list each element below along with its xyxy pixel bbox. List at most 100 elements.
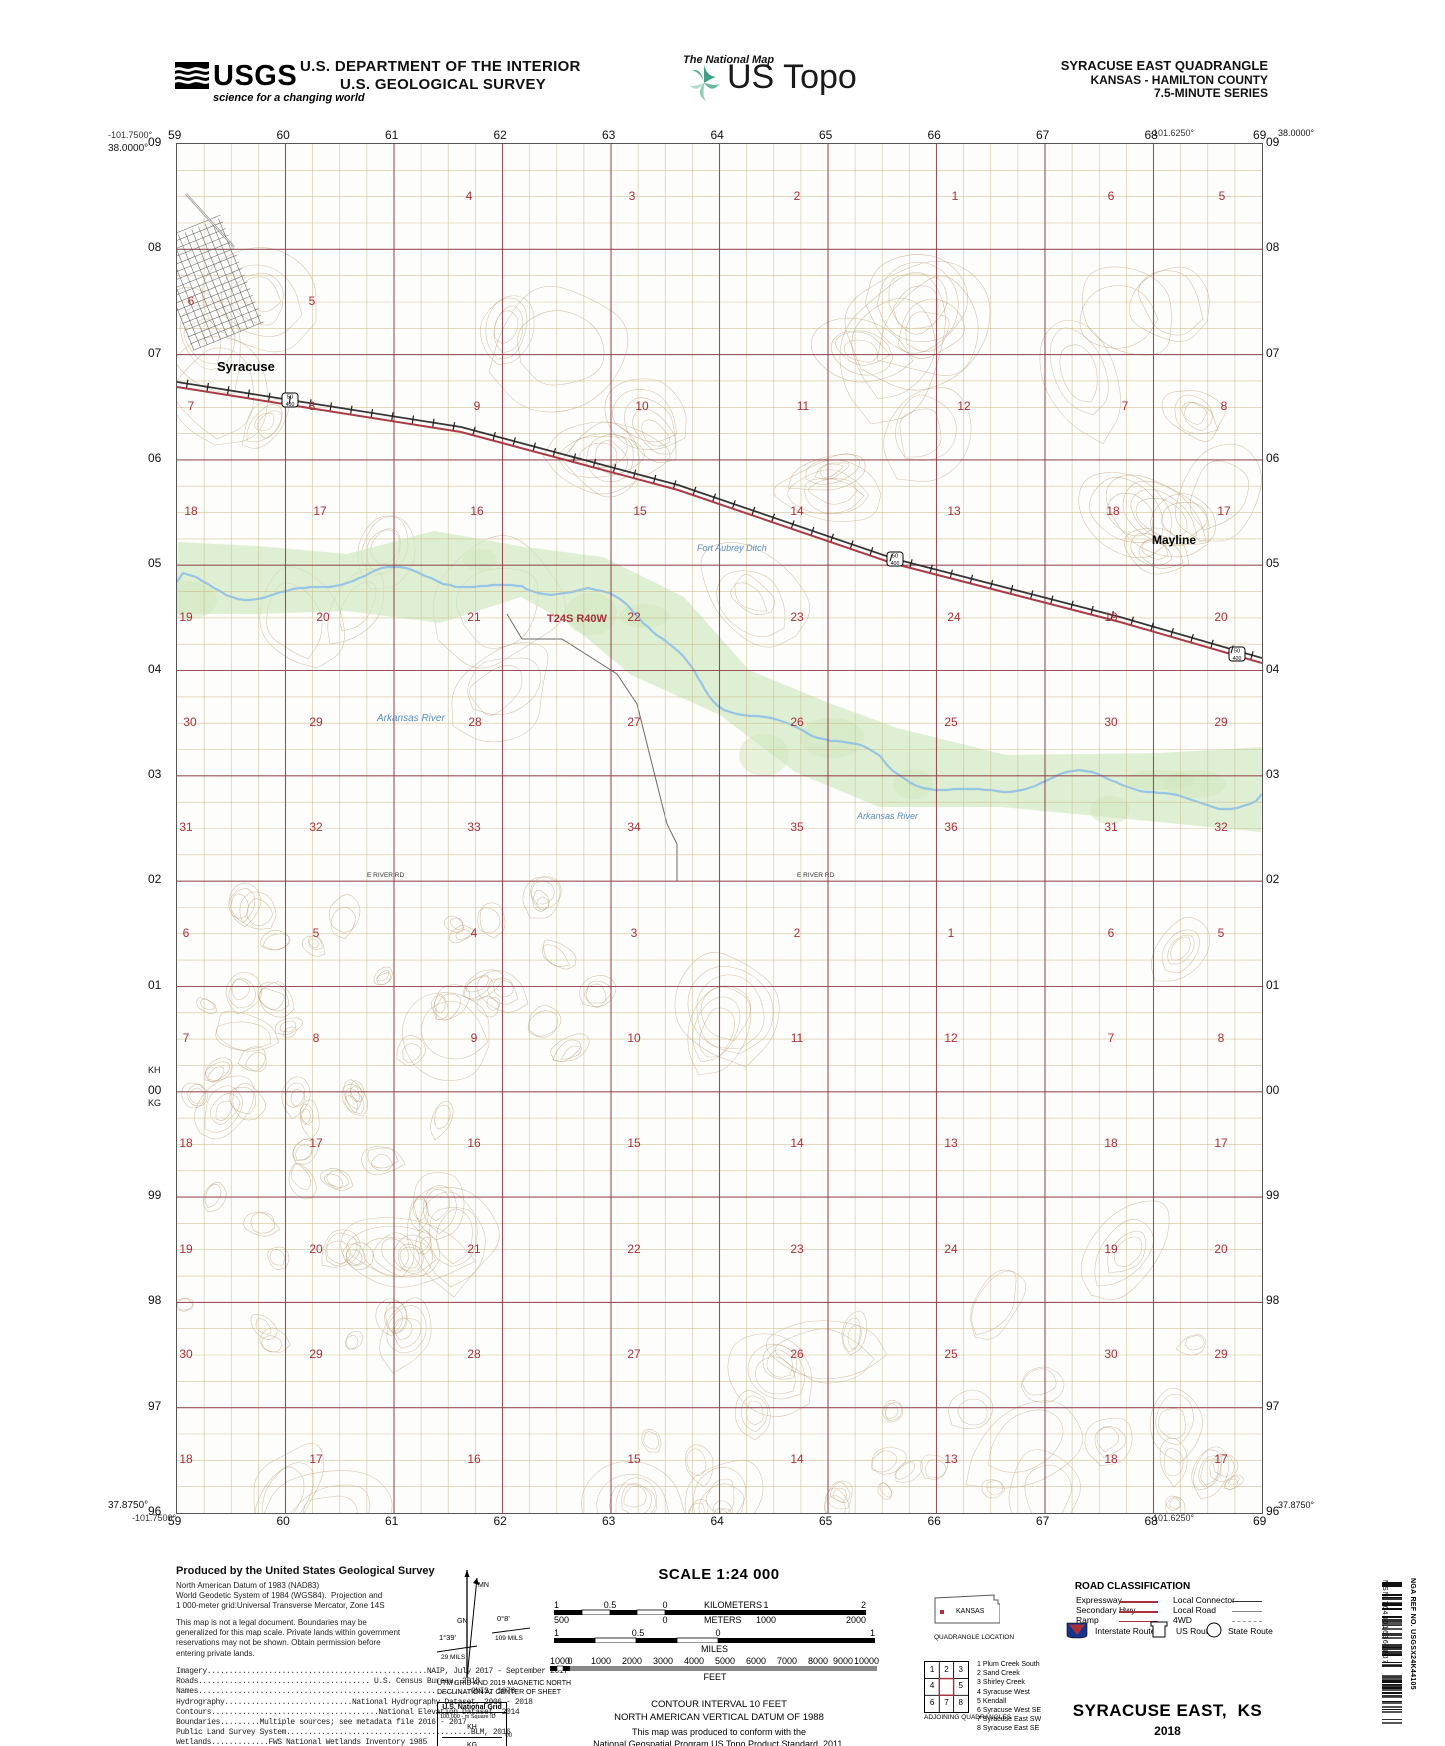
svg-text:23: 23 [790, 610, 804, 624]
svg-text:3000: 3000 [653, 1657, 673, 1666]
svg-text:22: 22 [627, 1242, 641, 1256]
svg-text:3: 3 [629, 189, 636, 203]
svg-text:7: 7 [188, 399, 195, 413]
svg-text:0: 0 [662, 1616, 667, 1625]
svg-text:28: 28 [467, 1347, 481, 1361]
svg-text:20: 20 [1214, 610, 1228, 624]
svg-text:18: 18 [179, 1136, 193, 1150]
svg-text:1: 1 [948, 926, 955, 940]
svg-text:29: 29 [1214, 715, 1228, 729]
svg-text:15: 15 [627, 1452, 641, 1466]
svg-text:27: 27 [627, 715, 641, 729]
svg-text:29 MILS: 29 MILS [441, 1654, 466, 1661]
svg-text:26: 26 [790, 715, 804, 729]
svg-text:17: 17 [313, 504, 327, 518]
svg-text:9: 9 [474, 399, 481, 413]
svg-text:17: 17 [1214, 1136, 1228, 1150]
svg-text:14: 14 [790, 1136, 804, 1150]
svg-text:1: 1 [870, 1629, 875, 1638]
svg-text:Syracuse: Syracuse [217, 359, 275, 374]
svg-text:13: 13 [947, 504, 961, 518]
svg-text:26: 26 [790, 1347, 804, 1361]
svg-text:16: 16 [470, 504, 484, 518]
svg-text:7: 7 [1108, 1031, 1115, 1045]
svg-text:30: 30 [179, 1347, 193, 1361]
svg-text:17: 17 [1217, 504, 1231, 518]
svg-text:16: 16 [467, 1452, 481, 1466]
svg-text:17: 17 [1214, 1452, 1228, 1466]
svg-text:Arkansas River: Arkansas River [856, 811, 919, 821]
svg-text:30: 30 [1104, 1347, 1118, 1361]
svg-text:0°8': 0°8' [497, 1614, 510, 1623]
svg-text:12: 12 [957, 399, 971, 413]
svg-text:50: 50 [1234, 649, 1240, 655]
svg-text:500: 500 [554, 1616, 569, 1625]
svg-text:400: 400 [286, 402, 295, 408]
svg-text:400: 400 [891, 561, 900, 567]
svg-text:35: 35 [790, 820, 804, 834]
svg-text:1000: 1000 [756, 1616, 776, 1625]
svg-text:0.5: 0.5 [604, 1601, 617, 1610]
svg-text:3: 3 [631, 926, 638, 940]
svg-text:0: 0 [567, 1657, 572, 1666]
svg-text:36: 36 [944, 820, 958, 834]
svg-text:32: 32 [309, 820, 323, 834]
svg-text:30: 30 [183, 715, 197, 729]
svg-text:14: 14 [790, 504, 804, 518]
svg-text:31: 31 [179, 820, 193, 834]
svg-text:Mayline: Mayline [1152, 533, 1196, 547]
svg-text:9000: 9000 [833, 1657, 853, 1666]
svg-text:0: 0 [715, 1629, 720, 1638]
svg-text:1: 1 [763, 1601, 768, 1610]
svg-text:8: 8 [1221, 399, 1228, 413]
svg-text:2: 2 [794, 189, 801, 203]
svg-text:Fort Aubrey Ditch: Fort Aubrey Ditch [697, 543, 767, 553]
svg-text:8: 8 [309, 399, 316, 413]
svg-text:1°39': 1°39' [439, 1633, 457, 1642]
svg-text:E RIVER RD: E RIVER RD [367, 872, 405, 879]
svg-text:MN: MN [478, 1582, 489, 1589]
svg-text:10: 10 [635, 399, 649, 413]
svg-text:30: 30 [1104, 715, 1118, 729]
svg-text:T24S R40W: T24S R40W [547, 613, 608, 625]
svg-text:0.5: 0.5 [632, 1629, 645, 1638]
svg-text:4: 4 [466, 189, 473, 203]
svg-text:16: 16 [467, 1136, 481, 1150]
svg-text:29: 29 [309, 1347, 323, 1361]
svg-text:400: 400 [1233, 656, 1242, 662]
svg-text:10000: 10000 [854, 1657, 879, 1666]
svg-text:31: 31 [1104, 820, 1118, 834]
svg-text:17: 17 [309, 1452, 323, 1466]
svg-text:4000: 4000 [684, 1657, 704, 1666]
svg-text:20: 20 [1214, 1242, 1228, 1256]
svg-text:21: 21 [467, 610, 481, 624]
svg-text:19: 19 [1104, 610, 1118, 624]
svg-text:19: 19 [179, 1242, 193, 1256]
svg-text:GN: GN [457, 1618, 468, 1625]
svg-text:6: 6 [188, 294, 195, 308]
svg-text:10: 10 [627, 1031, 641, 1045]
svg-text:23: 23 [790, 1242, 804, 1256]
svg-text:34: 34 [627, 820, 641, 834]
svg-text:2000: 2000 [622, 1657, 642, 1666]
svg-text:19: 19 [1104, 1242, 1118, 1256]
svg-text:15: 15 [627, 1136, 641, 1150]
svg-text:1: 1 [952, 189, 959, 203]
svg-text:7: 7 [183, 1031, 190, 1045]
svg-text:29: 29 [309, 715, 323, 729]
svg-text:33: 33 [467, 820, 481, 834]
svg-text:19: 19 [179, 610, 193, 624]
svg-text:11: 11 [797, 399, 810, 413]
svg-text:18: 18 [1104, 1452, 1118, 1466]
svg-text:Arkansas River: Arkansas River [376, 713, 445, 724]
svg-text:12: 12 [944, 1031, 958, 1045]
svg-text:8: 8 [313, 1031, 320, 1045]
svg-text:METERS: METERS [704, 1616, 742, 1625]
svg-text:1: 1 [554, 1629, 559, 1638]
svg-text:6: 6 [1108, 189, 1115, 203]
svg-text:6: 6 [183, 926, 190, 940]
svg-text:2000: 2000 [846, 1616, 866, 1625]
svg-text:1000: 1000 [591, 1657, 611, 1666]
svg-text:5: 5 [1219, 189, 1226, 203]
svg-text:20: 20 [309, 1242, 323, 1256]
